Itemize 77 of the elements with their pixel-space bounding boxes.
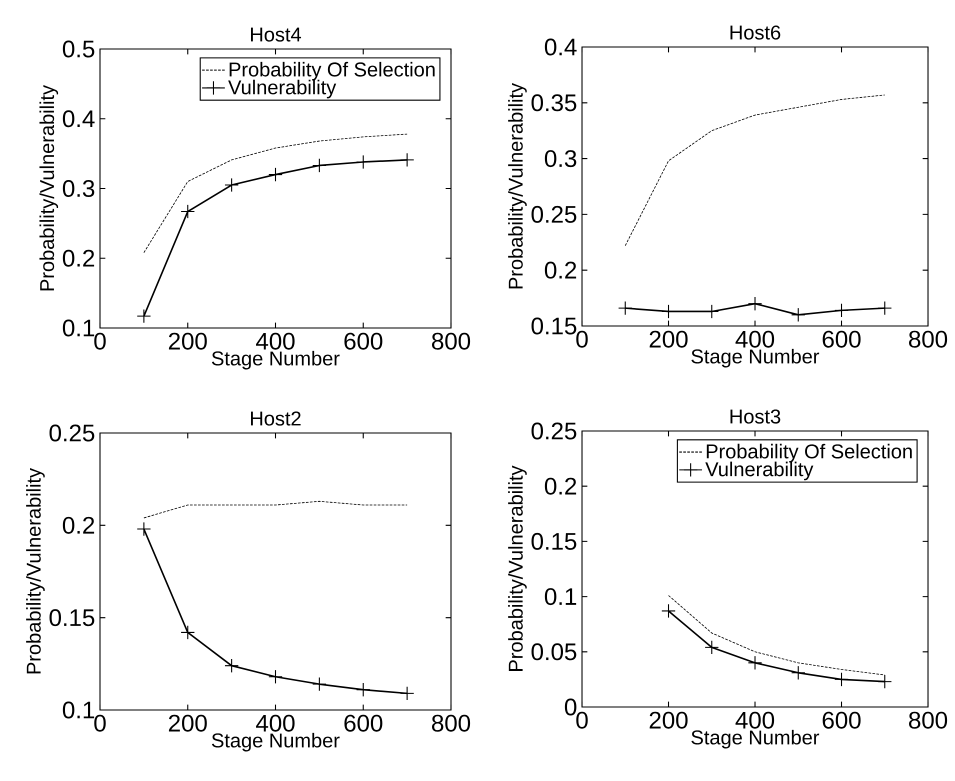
point <box>834 672 849 687</box>
x-tick-label: 600 <box>822 330 861 348</box>
y-tick-label: 0.2 <box>544 262 576 279</box>
y-tick-label: 0.2 <box>62 516 94 534</box>
point <box>268 670 283 684</box>
y-tick-label: 0.5 <box>62 40 94 58</box>
x-tick-label: 0 <box>576 712 588 729</box>
x-tick-label: 600 <box>822 712 861 729</box>
y-tick-label: 0.25 <box>50 424 94 442</box>
y-axis-title: Probability/Vulnerability <box>508 83 527 288</box>
point <box>748 656 762 670</box>
x-tick-label: 800 <box>909 712 948 729</box>
x-tick-label: 800 <box>432 332 470 350</box>
y-tick-label: 0.35 <box>532 94 576 112</box>
y-axis-title: Probability/Vulnerability <box>508 466 527 671</box>
y-axis-title: Probability/Vulnerability <box>26 468 45 674</box>
point <box>136 522 152 536</box>
point <box>400 686 414 701</box>
x-tick-label: 200 <box>650 712 688 729</box>
y-tick-label: 0.1 <box>544 588 576 606</box>
y-tick-label: 0.25 <box>532 422 576 440</box>
x-tick-label: 200 <box>650 330 688 348</box>
point <box>312 158 327 173</box>
y-tick-label: 0.15 <box>532 317 576 334</box>
x-tick-label: 200 <box>168 332 207 350</box>
point <box>268 167 283 182</box>
chart-title: Host4 <box>251 28 302 42</box>
y-tick-label: 0.4 <box>544 38 577 56</box>
point <box>180 625 195 640</box>
point <box>180 204 195 219</box>
y-tick-label: 0.4 <box>62 110 95 128</box>
y-tick-label: 0.2 <box>544 478 576 495</box>
point <box>791 666 806 680</box>
x-axis-title: Stage Number <box>691 348 820 368</box>
y-tick-label: 0.15 <box>50 609 94 626</box>
x-tick-label: 200 <box>168 714 207 732</box>
y-tick-label: 0.1 <box>62 701 94 718</box>
x-tick-label: 0 <box>94 332 106 350</box>
y-tick-label: 0.3 <box>544 150 576 168</box>
point <box>400 152 414 168</box>
point <box>356 682 370 697</box>
point <box>312 676 327 692</box>
point <box>704 640 719 655</box>
x-axis-title: Stage Number <box>691 730 820 748</box>
legend-label: Probability Of Selection <box>706 444 912 462</box>
x-axis-title: Stage Number <box>212 350 340 370</box>
x-tick-label: 400 <box>736 330 774 348</box>
x-tick-label: 400 <box>736 712 774 729</box>
line-series <box>143 134 408 254</box>
legend-label: Vulnerability <box>705 462 814 480</box>
legend-label: Probability Of Selection <box>230 62 435 81</box>
x-tick-label: 600 <box>344 332 382 350</box>
x-tick-label: 800 <box>909 330 948 348</box>
y-tick-label: 0.3 <box>62 180 94 197</box>
y-tick-label: 0.05 <box>532 643 576 660</box>
point <box>136 308 152 324</box>
y-axis-title: Probability/Vulnerability <box>39 85 58 290</box>
x-axis-title: Stage Number <box>212 732 340 752</box>
y-tick-label: 0.2 <box>62 250 94 267</box>
y-tick-label: 0 <box>564 698 576 716</box>
point <box>878 674 892 689</box>
x-tick-label: 0 <box>94 714 106 732</box>
x-tick-label: 600 <box>344 714 382 732</box>
point <box>224 658 239 673</box>
point <box>661 604 676 618</box>
point <box>224 178 239 192</box>
y-tick-label: 0.15 <box>532 532 576 550</box>
y-tick-label: 0.1 <box>62 319 94 336</box>
y-tick-label: 0.25 <box>532 206 576 223</box>
legend-label: Vulnerability <box>228 80 336 98</box>
x-tick-label: 400 <box>256 714 295 732</box>
chart-title: Host3 <box>730 409 780 424</box>
x-tick-label: 400 <box>256 332 295 350</box>
chart-title: Host2 <box>251 411 301 426</box>
x-tick-label: 800 <box>432 714 470 732</box>
chart-title: Host6 <box>730 25 780 40</box>
x-tick-label: 0 <box>576 330 588 348</box>
